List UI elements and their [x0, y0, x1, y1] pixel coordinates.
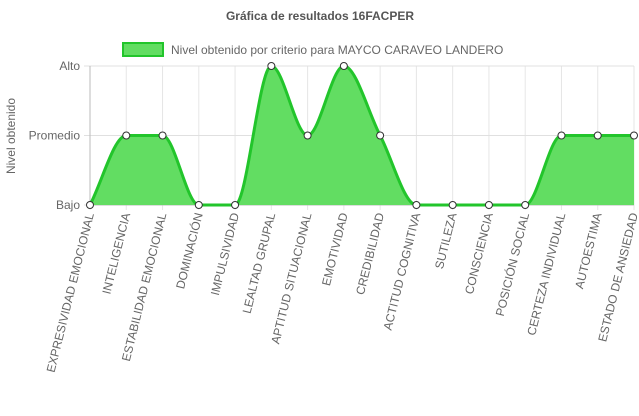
data-point: [593, 131, 602, 140]
x-tick-label: CERTEZA INDIVIDUAL: [524, 211, 568, 337]
y-tick-label: Promedio: [29, 129, 81, 143]
x-tick-label: APTITUD SITUACIONAL: [268, 211, 314, 345]
x-tick-label: DOMINACIÓN: [172, 211, 205, 290]
data-point: [557, 131, 566, 140]
x-tick-label: EXPRESIVIDAD EMOCIONAL: [44, 211, 97, 374]
y-tick-label: Alto: [59, 59, 80, 73]
data-point: [122, 131, 131, 140]
y-tick-label: Bajo: [56, 198, 80, 212]
x-tick-label: ACTITUD COGNITIVA: [381, 211, 424, 331]
data-point: [412, 201, 421, 209]
data-point: [630, 131, 638, 140]
data-point: [521, 201, 530, 209]
data-point: [86, 201, 94, 209]
data-point: [339, 62, 348, 70]
x-tick-label: ESTADO DE ANSIEDAD: [595, 211, 639, 343]
data-point: [448, 201, 457, 209]
data-point: [158, 131, 167, 140]
x-tick-label: LEALTAD GRUPAL: [240, 211, 279, 315]
series-points: [86, 62, 638, 209]
legend-label[interactable]: Nivel obtenido por criterio para MAYCO C…: [171, 43, 503, 57]
data-point: [267, 62, 276, 70]
data-point: [484, 201, 493, 209]
x-tick-labels: EXPRESIVIDAD EMOCIONAL INTELIGENCIAESTABI…: [44, 211, 639, 374]
x-tick-label: CONSCIENCIA: [462, 211, 496, 295]
chart-title: Gráfica de resultados 16FACPER: [226, 9, 414, 23]
x-tick-label: INTELIGENCIA: [99, 211, 133, 295]
x-tick-label: SUTILEZA: [432, 211, 459, 270]
y-axis-title: Nivel obtenido: [4, 98, 18, 174]
data-point: [231, 201, 240, 209]
x-tick-label: POSICIÓN SOCIAL: [492, 211, 532, 318]
x-tick-label: CREDIBILIDAD: [353, 211, 387, 296]
y-tick-labels: Bajo Promedio Alto: [29, 59, 81, 212]
series-area-fill: [90, 66, 634, 205]
data-point: [194, 201, 203, 209]
data-point: [376, 131, 385, 140]
x-tick-label: EMOTIVIDAD: [319, 211, 351, 287]
x-tick-label: IMPULSIVIDAD: [208, 211, 242, 297]
data-point: [303, 131, 312, 140]
legend-swatch[interactable]: [122, 42, 164, 57]
x-tick-label: AUTOESTIMA: [572, 211, 604, 290]
legend[interactable]: Nivel obtenido por criterio para MAYCO C…: [122, 42, 503, 57]
